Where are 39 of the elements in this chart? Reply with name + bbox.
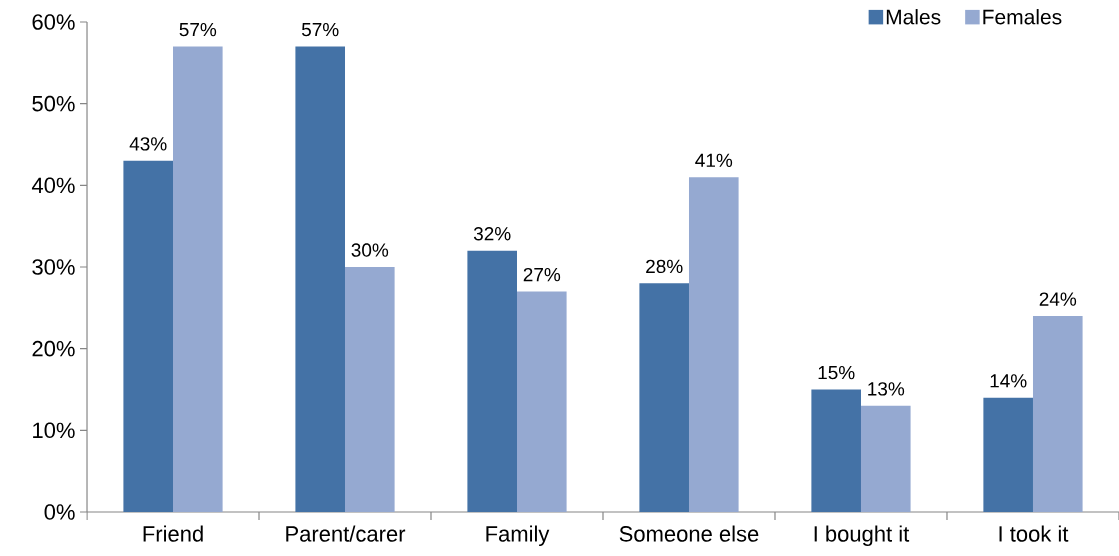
bar: [173, 46, 223, 512]
x-tick-label: Family: [486, 525, 550, 547]
bar: [467, 250, 517, 512]
data-label: 15%: [818, 365, 855, 380]
data-label: 24%: [1039, 292, 1077, 306]
x-tick-label: Friend: [143, 525, 203, 542]
bar: [517, 291, 567, 512]
y-tick-label: 30%: [32, 259, 75, 275]
bar: [295, 46, 345, 512]
data-label: 57%: [179, 22, 217, 37]
y-tick-label: 20%: [32, 340, 75, 357]
bar: [1032, 315, 1083, 512]
bar: [688, 177, 739, 512]
x-tick-label: Parent/carer: [286, 525, 406, 542]
y-tick-label: 0%: [44, 504, 75, 520]
x-tick-label: Someone else: [619, 525, 759, 542]
bar: [345, 266, 395, 512]
data-label: 32%: [473, 227, 511, 241]
data-label: 28%: [646, 259, 683, 274]
x-tick-label: I took it: [999, 525, 1069, 542]
y-tick-label: 40%: [31, 177, 75, 194]
data-label: 41%: [695, 153, 733, 167]
data-label: 14%: [990, 374, 1027, 388]
data-label: 43%: [129, 137, 167, 151]
data-label: 57%: [301, 22, 339, 37]
data-label: 13%: [868, 382, 905, 396]
y-tick-label: 10%: [33, 422, 75, 439]
legend-label: Females: [983, 9, 1062, 25]
data-label: 27%: [523, 267, 561, 282]
legend-label: Males: [886, 9, 941, 25]
bar: [811, 389, 861, 512]
bar: [983, 397, 1033, 512]
bar: [639, 283, 689, 512]
bar: [123, 160, 174, 512]
x-tick-label: I bought it: [814, 525, 910, 547]
y-tick-label: 60%: [32, 14, 75, 30]
data-label: 30%: [351, 243, 389, 257]
bar: [860, 405, 911, 512]
y-tick-label: 50%: [32, 95, 75, 112]
